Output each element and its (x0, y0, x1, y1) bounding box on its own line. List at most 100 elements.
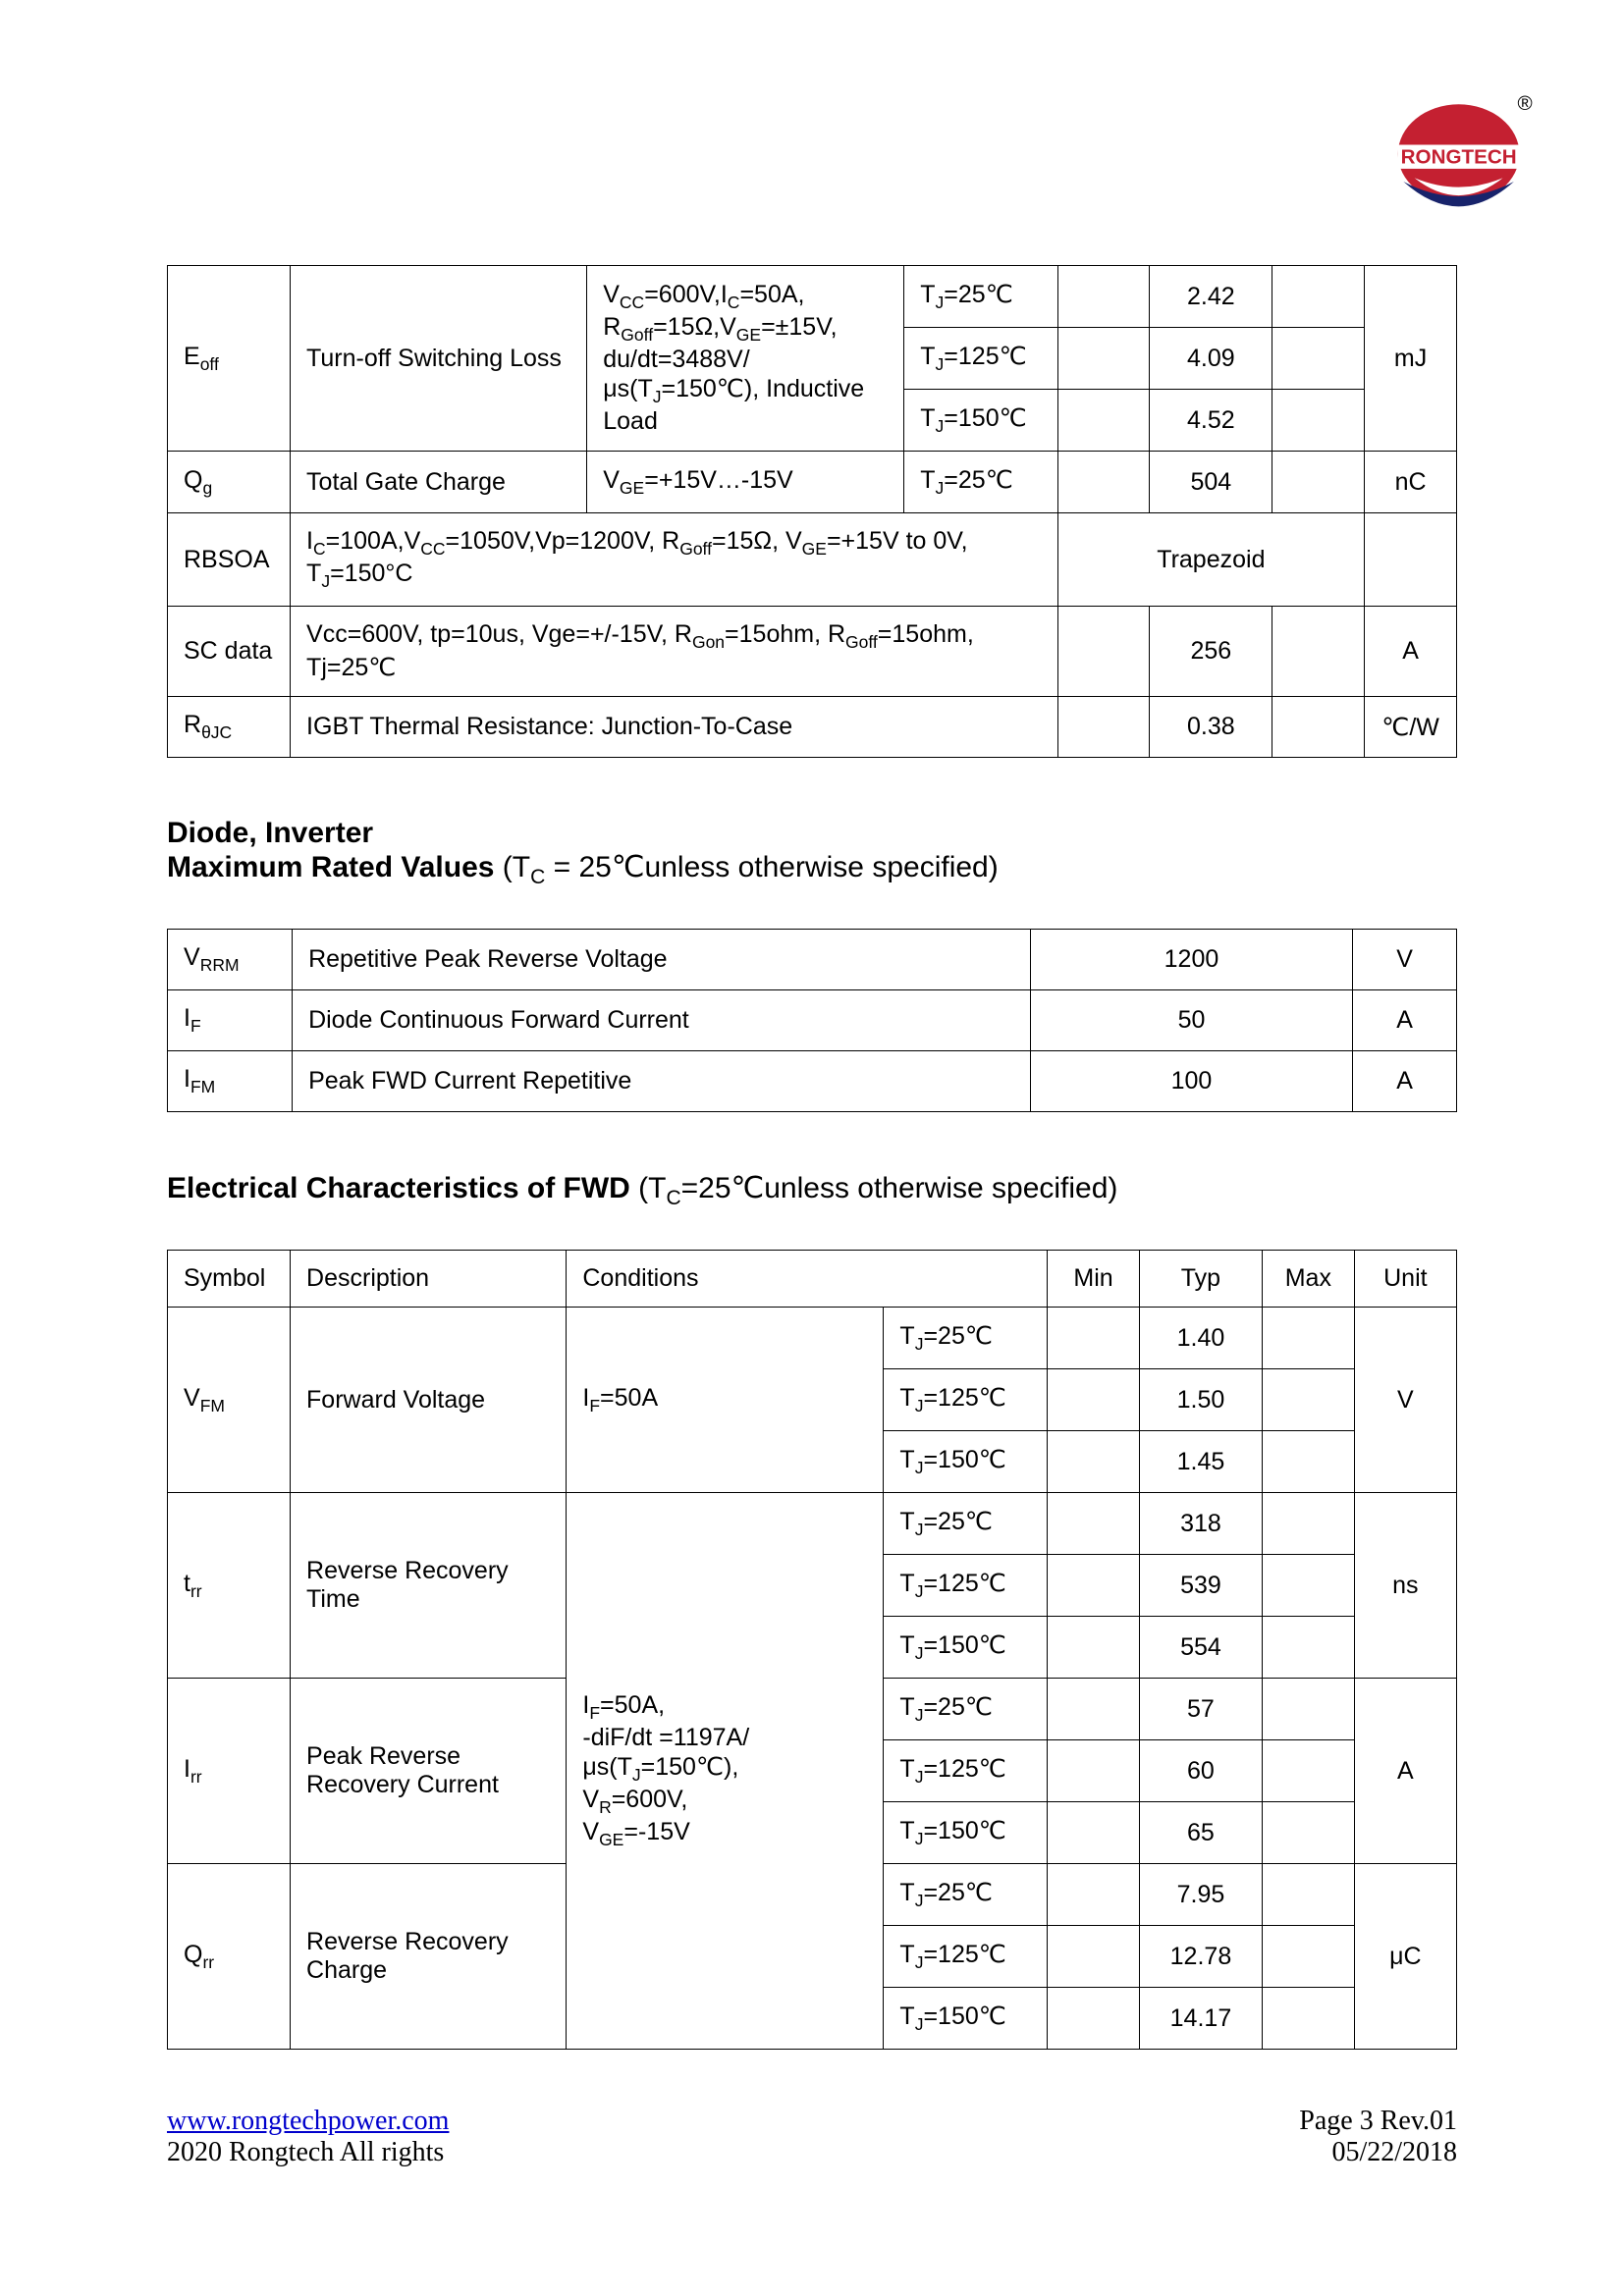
min-cell (1057, 697, 1150, 758)
unit-cell: V (1353, 930, 1457, 990)
max-cell (1272, 390, 1365, 452)
hdr-symbol: Symbol (168, 1251, 291, 1308)
typ-cell: 4.09 (1150, 328, 1272, 390)
max-cell (1272, 607, 1365, 697)
max-cell (1262, 1431, 1354, 1493)
sym-cell: Irr (168, 1679, 291, 1864)
typ-cell: 2.42 (1150, 266, 1272, 328)
val-rbsoa: Trapezoid (1057, 513, 1365, 607)
typ-cell: 12.78 (1139, 1926, 1262, 1988)
max-cell (1272, 266, 1365, 328)
sym-cell: VRRM (168, 930, 293, 990)
desc-qg: Total Gate Charge (291, 452, 587, 513)
tj-cell: TJ=25℃ (884, 1308, 1048, 1369)
min-cell (1048, 1926, 1140, 1988)
unit-eoff: mJ (1365, 266, 1457, 452)
fwd-elec-char-table: SymbolDescriptionConditionsMinTypMaxUnit… (167, 1250, 1457, 2050)
max-cell (1272, 697, 1365, 758)
tj-cell: TJ=125℃ (884, 1740, 1048, 1802)
cond-sc: Vcc=600V, tp=10us, Vge=+/-15V, RGon=15oh… (291, 607, 1058, 697)
tj-cell: TJ=150℃ (884, 1988, 1048, 2050)
sym-sc: SC data (168, 607, 291, 697)
min-cell (1048, 1988, 1140, 2050)
typ-cell: 4.52 (1150, 390, 1272, 452)
typ-cell: 57 (1139, 1679, 1262, 1740)
max-cell (1262, 1493, 1354, 1555)
sym-eoff: Eoff (168, 266, 291, 452)
max-cell (1262, 1988, 1354, 2050)
hdr-typ: Typ (1139, 1251, 1262, 1308)
typ-cell: 1.50 (1139, 1369, 1262, 1431)
unit-rth: ℃/W (1365, 697, 1457, 758)
footer-page: Page 3 Rev.01 (1299, 2106, 1457, 2136)
typ-cell: 14.17 (1139, 1988, 1262, 2050)
footer-url[interactable]: www.rongtechpower.com (167, 2106, 449, 2136)
unit-cell: V (1354, 1308, 1456, 1493)
typ-cell: 318 (1139, 1493, 1262, 1555)
min-cell (1048, 1431, 1140, 1493)
svg-text:RONGTECH: RONGTECH (1401, 145, 1517, 168)
hdr-min: Min (1048, 1251, 1140, 1308)
hdr-max: Max (1262, 1251, 1354, 1308)
tj-cell: TJ=125℃ (884, 1369, 1048, 1431)
sym-cell: IF (168, 990, 293, 1051)
cond-cell: IF=50A (567, 1308, 884, 1493)
max-cell (1262, 1926, 1354, 1988)
cond-rth: IGBT Thermal Resistance: Junction-To-Cas… (291, 697, 1058, 758)
val-cell: 1200 (1030, 930, 1352, 990)
unit-cell: A (1353, 990, 1457, 1051)
min-cell (1048, 1555, 1140, 1617)
footer-date: 05/22/2018 (1331, 2137, 1457, 2167)
min-cell (1048, 1802, 1140, 1864)
page-footer: www.rongtechpower.com 2020 Rongtech All … (167, 2106, 1457, 2168)
typ-cell: 7.95 (1139, 1864, 1262, 1926)
desc-eoff: Turn-off Switching Loss (291, 266, 587, 452)
min-cell (1048, 1308, 1140, 1369)
desc-cell: Forward Voltage (291, 1308, 567, 1493)
unit-sc: A (1365, 607, 1457, 697)
unit-cell: A (1354, 1679, 1456, 1864)
max-cell (1262, 1369, 1354, 1431)
desc-cell: Peak Reverse Recovery Current (291, 1679, 567, 1864)
val-cell: 100 (1030, 1051, 1352, 1112)
desc-cell: Reverse Recovery Charge (291, 1864, 567, 2050)
unit-cell: A (1353, 1051, 1457, 1112)
typ-cell: 60 (1139, 1740, 1262, 1802)
max-cell (1262, 1679, 1354, 1740)
brand-logo: ® RONGTECH (1394, 93, 1542, 231)
svg-text:®: ® (1517, 93, 1532, 115)
typ-cell: 1.40 (1139, 1308, 1262, 1369)
unit-cell: μC (1354, 1864, 1456, 2050)
max-cell (1262, 1617, 1354, 1679)
desc-cell: Diode Continuous Forward Current (293, 990, 1031, 1051)
sym-rbsoa: RBSOA (168, 513, 291, 607)
sym-cell: Qrr (168, 1864, 291, 2050)
max-cell (1262, 1864, 1354, 1926)
tj-cell: TJ=125℃ (904, 328, 1057, 390)
max-cell (1262, 1802, 1354, 1864)
sym-rth: RθJC (168, 697, 291, 758)
tj-cell: TJ=150℃ (884, 1802, 1048, 1864)
unit-cell: ns (1354, 1493, 1456, 1679)
min-cell (1048, 1493, 1140, 1555)
tj-cell: TJ=125℃ (884, 1926, 1048, 1988)
cond-rbsoa: IC=100A,VCC=1050V,Vp=1200V, RGoff=15Ω, V… (291, 513, 1058, 607)
min-cell (1057, 266, 1150, 328)
hdr-desc: Description (291, 1251, 567, 1308)
typ-cell: 1.45 (1139, 1431, 1262, 1493)
typ-cell: 554 (1139, 1617, 1262, 1679)
typ-cell: 504 (1150, 452, 1272, 513)
typ-cell: 65 (1139, 1802, 1262, 1864)
desc-cell: Peak FWD Current Repetitive (293, 1051, 1031, 1112)
max-cell (1262, 1308, 1354, 1369)
sym-cell: VFM (168, 1308, 291, 1493)
max-cell (1272, 452, 1365, 513)
tj-cell: TJ=25℃ (904, 452, 1057, 513)
fwd-elec-char-heading: Electrical Characteristics of FWD (TC=25… (167, 1171, 1457, 1210)
max-cell (1262, 1740, 1354, 1802)
typ-cell: 539 (1139, 1555, 1262, 1617)
cond-qg: VGE=+15V…-15V (587, 452, 904, 513)
tj-cell: TJ=25℃ (884, 1864, 1048, 1926)
igbt-char-table-cont: EoffTurn-off Switching LossVCC=600V,IC=5… (167, 265, 1457, 758)
tj-cell: TJ=150℃ (884, 1617, 1048, 1679)
